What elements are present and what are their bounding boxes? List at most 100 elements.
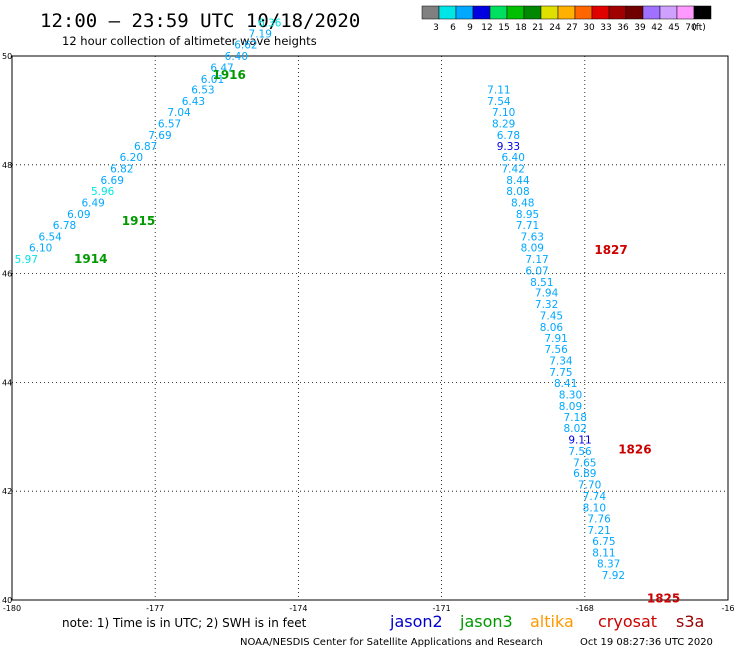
track-time-label: 1916 <box>212 68 245 82</box>
track-time-label: 1914 <box>74 252 107 266</box>
color-bin-label: 27 <box>566 23 577 33</box>
mission-name: s3a <box>676 612 704 631</box>
swh-point-label: 6.43 <box>182 96 205 108</box>
swh-point-label: 7.94 <box>535 288 559 300</box>
swh-point-label: 8.95 <box>516 209 539 221</box>
color-bin <box>693 5 712 20</box>
swh-point-label: 6.87 <box>134 141 157 153</box>
x-tick-label: -177 <box>146 604 164 613</box>
color-bin <box>625 5 644 20</box>
color-bin-label: 15 <box>498 23 509 33</box>
mission-legend: jason2 jason3 altika cryosat s3a <box>389 612 704 631</box>
swh-point-label: 7.65 <box>573 457 596 469</box>
color-bin <box>472 5 491 20</box>
swh-point-label: 5.96 <box>91 186 115 198</box>
y-tick-label: 44 <box>2 378 12 387</box>
swh-point-label: 6.82 <box>110 164 133 176</box>
color-bin <box>506 5 525 20</box>
color-bin <box>676 5 695 20</box>
plot-area: -180 -177 -174 -171 -168 -16 40 42 44 46 48 50 5.97… <box>2 17 735 613</box>
swh-point-label: 7.56 <box>544 344 568 356</box>
swh-point-label: 6.40 <box>502 152 525 164</box>
color-bin-label: 30 <box>583 23 595 33</box>
mission-name: jason2 <box>389 612 443 631</box>
swh-point-label: 8.06 <box>540 322 564 334</box>
swh-point-label: 8.02 <box>564 423 587 435</box>
swh-point-label: 7.45 <box>540 310 563 322</box>
color-bin <box>574 5 593 20</box>
swh-point-label: 8.09 <box>559 401 582 413</box>
color-bin <box>608 5 627 20</box>
swh-point-label: 7.92 <box>602 570 625 582</box>
track-time-labels: 1914 1915 1916 1827 1826 1825 <box>74 68 680 605</box>
x-tick-label: -168 <box>576 604 594 613</box>
credit-text: NOAA/NESDIS Center for Satellite Applica… <box>240 637 543 648</box>
color-bin <box>438 5 457 20</box>
swh-point-label: 8.30 <box>559 389 582 401</box>
color-bin-label: 12 <box>481 23 492 33</box>
chart-subtitle: 12 hour collection of altimeter wave hei… <box>62 34 317 48</box>
swh-point-label: 9.11 <box>568 435 591 447</box>
swh-point-label: 8.41 <box>554 378 577 390</box>
mission-name: altika <box>530 612 574 631</box>
swh-point-label: 8.37 <box>597 559 620 571</box>
color-bin-label: 24 <box>549 23 561 33</box>
color-bin-label: 39 <box>634 23 646 33</box>
y-tick-label: 50 <box>2 52 12 61</box>
y-tick-label: 40 <box>2 596 12 605</box>
color-bin <box>659 5 678 20</box>
color-bin-label: 9 <box>467 23 473 33</box>
swh-point-label: 8.29 <box>492 118 515 130</box>
swh-point-label: 6.75 <box>592 536 615 548</box>
timestamp-text: Oct 19 08:27:36 UTC 2020 <box>580 637 713 648</box>
swh-point-label: 6.47 <box>210 62 233 74</box>
color-bin <box>421 5 440 20</box>
track-time-label: 1825 <box>647 591 680 605</box>
swh-point-label: 7.34 <box>549 356 573 368</box>
swh-point-label: 7.75 <box>549 367 572 379</box>
color-bin-label: 3 <box>433 23 439 33</box>
track-time-label: 1915 <box>122 214 155 228</box>
track-time-label: 1826 <box>618 442 651 456</box>
plot-border <box>11 55 729 601</box>
chart-title: 12:00 – 23:59 UTC 10/18/2020 <box>40 10 360 32</box>
swh-point-label: 7.54 <box>487 96 511 108</box>
swh-point-label: 6.57 <box>158 118 181 130</box>
swh-point-label: 6.20 <box>120 152 143 164</box>
swh-points: 5.976.106.546.786.096.495.966.696.826.20… <box>15 17 626 582</box>
x-tick-label: -16 <box>721 604 734 613</box>
swh-point-label: 7.04 <box>167 107 191 119</box>
swh-point-label: 7.71 <box>516 220 539 232</box>
swh-point-label: 7.17 <box>525 254 548 266</box>
swh-point-label: 6.10 <box>29 242 52 254</box>
swh-point-label: 6.89 <box>573 468 596 480</box>
swh-point-label: 8.09 <box>521 242 544 254</box>
color-bin-label: 33 <box>600 23 611 33</box>
swh-point-label: 9.33 <box>497 141 520 153</box>
color-bin <box>642 5 661 20</box>
swh-point-label: 7.42 <box>502 164 525 176</box>
color-unit-label: (ft) <box>692 23 706 33</box>
swh-point-label: 8.08 <box>506 186 529 198</box>
track-time-label: 1827 <box>594 243 627 257</box>
color-bin-label: 36 <box>617 23 629 33</box>
color-bin-label: 42 <box>651 23 662 33</box>
swh-point-label: 7.32 <box>535 299 558 311</box>
color-bin <box>557 5 576 20</box>
swh-point-label: 8.44 <box>506 175 530 187</box>
y-tick-label: 42 <box>2 487 12 496</box>
color-bin-label: 18 <box>515 23 527 33</box>
swh-point-label: 5.97 <box>15 254 38 266</box>
x-tick-label: -180 <box>3 604 21 613</box>
swh-point-label: 7.63 <box>521 232 544 244</box>
swh-point-label: 6.78 <box>497 130 520 142</box>
mission-name: jason3 <box>459 612 513 631</box>
swh-point-label: 8.10 <box>583 503 606 515</box>
swh-point-label: 6.09 <box>67 209 90 221</box>
color-bin <box>455 5 474 20</box>
color-bin-label: 6 <box>450 23 456 33</box>
swh-point-label: 8.51 <box>530 277 553 289</box>
y-tick-label: 48 <box>2 161 12 170</box>
swh-point-label: 7.11 <box>487 85 510 97</box>
